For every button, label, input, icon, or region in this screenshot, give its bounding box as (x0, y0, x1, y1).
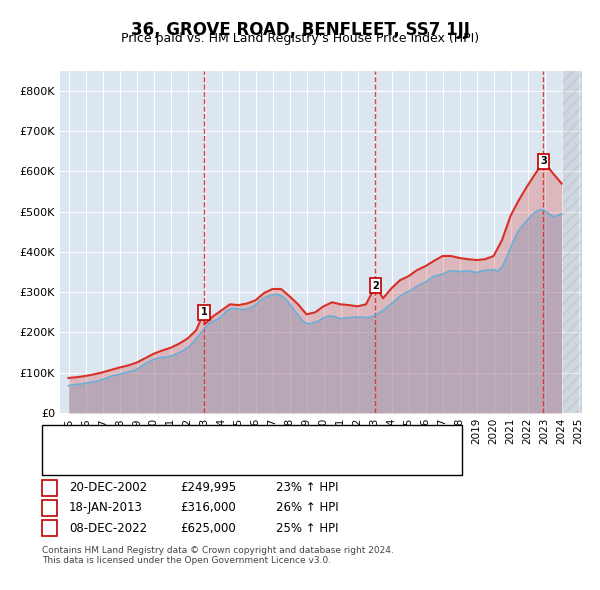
Text: Contains HM Land Registry data © Crown copyright and database right 2024.: Contains HM Land Registry data © Crown c… (42, 546, 394, 555)
Text: 3: 3 (540, 156, 547, 166)
Text: This data is licensed under the Open Government Licence v3.0.: This data is licensed under the Open Gov… (42, 556, 331, 565)
Text: 23% ↑ HPI: 23% ↑ HPI (276, 481, 338, 494)
Text: Price paid vs. HM Land Registry's House Price Index (HPI): Price paid vs. HM Land Registry's House … (121, 32, 479, 45)
Text: ─────: ───── (60, 441, 97, 454)
Text: 36, GROVE ROAD, BENFLEET, SS7 1JJ: 36, GROVE ROAD, BENFLEET, SS7 1JJ (131, 21, 469, 39)
Text: 3: 3 (46, 523, 53, 533)
Text: £249,995: £249,995 (180, 481, 236, 494)
Text: £625,000: £625,000 (180, 522, 236, 535)
Text: 2: 2 (372, 281, 379, 291)
Text: 2: 2 (46, 503, 53, 513)
Text: 36, GROVE ROAD, BENFLEET, SS7 1JJ (detached house): 36, GROVE ROAD, BENFLEET, SS7 1JJ (detac… (105, 427, 392, 437)
Text: 08-DEC-2022: 08-DEC-2022 (69, 522, 147, 535)
Text: £316,000: £316,000 (180, 502, 236, 514)
Text: 25% ↑ HPI: 25% ↑ HPI (276, 522, 338, 535)
Text: ─────: ───── (60, 425, 97, 438)
Text: 1: 1 (46, 483, 53, 493)
Text: 18-JAN-2013: 18-JAN-2013 (69, 502, 143, 514)
Text: 26% ↑ HPI: 26% ↑ HPI (276, 502, 338, 514)
Text: 1: 1 (200, 307, 208, 317)
Bar (562, 71, 582, 413)
Text: 20-DEC-2002: 20-DEC-2002 (69, 481, 147, 494)
Text: HPI: Average price, detached house, Castle Point: HPI: Average price, detached house, Cast… (105, 442, 360, 452)
